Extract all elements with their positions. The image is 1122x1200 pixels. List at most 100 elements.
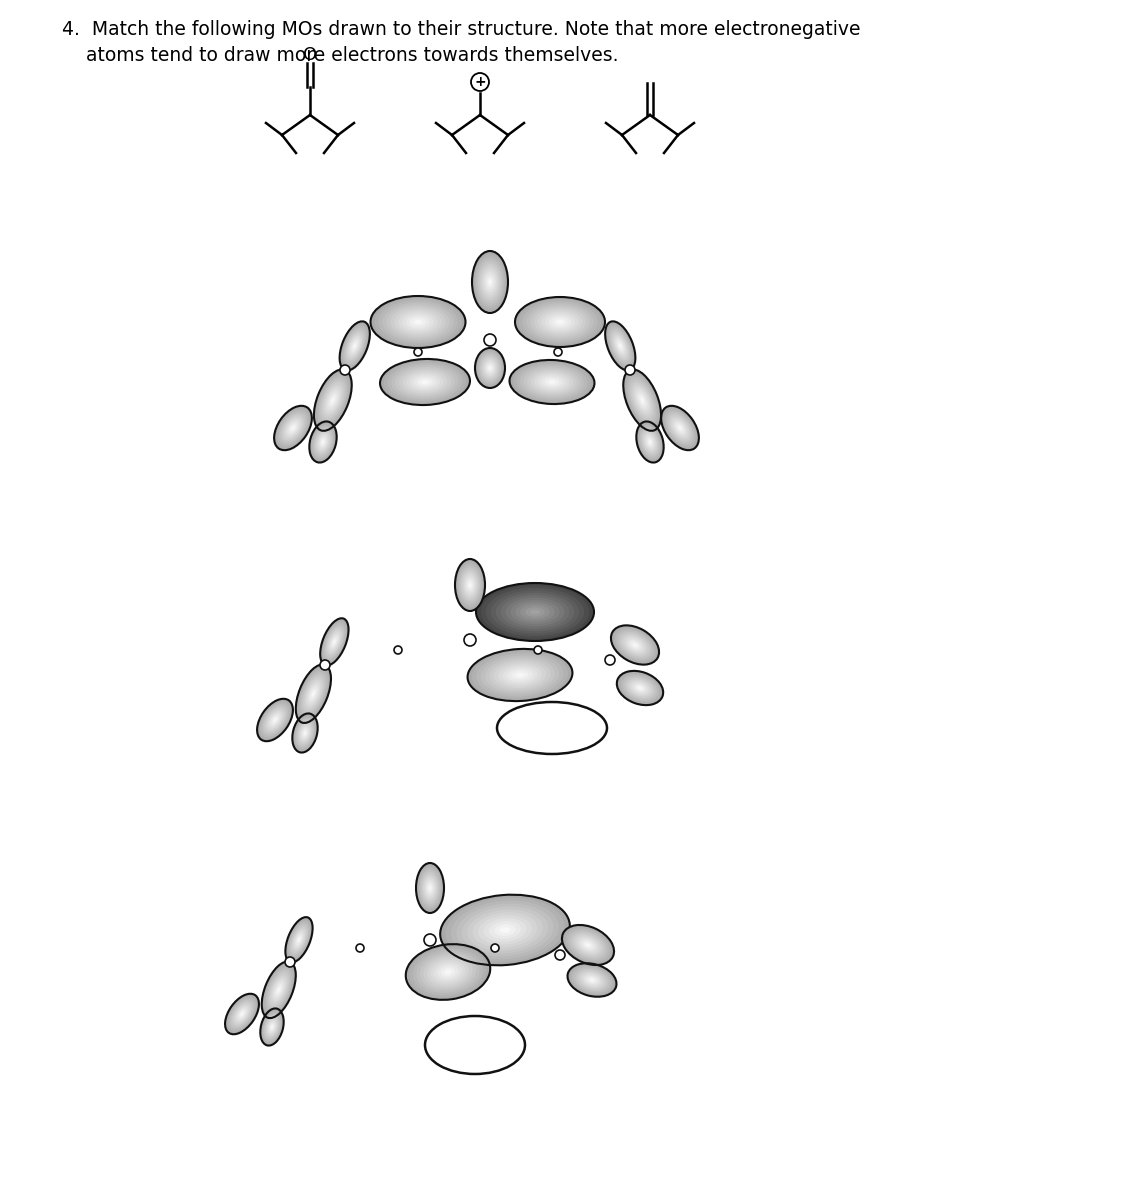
Ellipse shape — [552, 318, 568, 326]
Ellipse shape — [284, 416, 303, 439]
Ellipse shape — [398, 368, 451, 396]
Ellipse shape — [609, 328, 632, 365]
Ellipse shape — [329, 632, 340, 652]
Ellipse shape — [643, 432, 656, 452]
Ellipse shape — [523, 301, 598, 343]
Ellipse shape — [530, 305, 590, 338]
Ellipse shape — [586, 976, 598, 984]
Ellipse shape — [266, 968, 292, 1012]
Ellipse shape — [541, 312, 579, 332]
Ellipse shape — [500, 595, 570, 629]
Ellipse shape — [322, 440, 324, 444]
Ellipse shape — [499, 928, 511, 932]
Ellipse shape — [266, 1018, 278, 1037]
Ellipse shape — [583, 942, 592, 948]
Ellipse shape — [512, 671, 528, 679]
Ellipse shape — [313, 426, 333, 457]
Ellipse shape — [615, 629, 655, 661]
Ellipse shape — [240, 1013, 243, 1015]
Ellipse shape — [293, 714, 318, 752]
Ellipse shape — [459, 565, 481, 605]
Ellipse shape — [263, 1012, 282, 1043]
Ellipse shape — [618, 342, 623, 350]
Ellipse shape — [619, 344, 622, 348]
Ellipse shape — [294, 716, 315, 749]
Ellipse shape — [518, 299, 601, 344]
Ellipse shape — [486, 275, 495, 289]
Ellipse shape — [634, 684, 646, 692]
Ellipse shape — [387, 362, 462, 401]
Ellipse shape — [489, 366, 491, 370]
Ellipse shape — [574, 935, 601, 955]
Ellipse shape — [264, 1015, 279, 1039]
Ellipse shape — [342, 325, 367, 366]
Ellipse shape — [534, 307, 587, 336]
Ellipse shape — [394, 308, 442, 335]
Ellipse shape — [626, 374, 657, 426]
Ellipse shape — [410, 374, 440, 390]
Ellipse shape — [301, 726, 310, 739]
Ellipse shape — [632, 383, 653, 418]
Ellipse shape — [427, 884, 432, 892]
Ellipse shape — [416, 863, 444, 913]
Ellipse shape — [567, 929, 609, 961]
Ellipse shape — [445, 898, 564, 962]
Ellipse shape — [467, 578, 473, 592]
Ellipse shape — [647, 438, 652, 445]
Ellipse shape — [413, 949, 484, 995]
Text: O: O — [303, 46, 318, 64]
Ellipse shape — [511, 600, 560, 624]
Ellipse shape — [625, 677, 655, 700]
Ellipse shape — [625, 637, 645, 653]
Ellipse shape — [324, 624, 344, 660]
Ellipse shape — [321, 620, 348, 664]
Ellipse shape — [451, 900, 559, 960]
Ellipse shape — [641, 397, 644, 403]
Ellipse shape — [306, 682, 321, 706]
Ellipse shape — [545, 313, 574, 330]
Ellipse shape — [285, 419, 301, 437]
Ellipse shape — [291, 926, 307, 953]
Ellipse shape — [260, 702, 289, 738]
Ellipse shape — [232, 1002, 252, 1026]
Ellipse shape — [509, 360, 595, 404]
Ellipse shape — [636, 421, 664, 462]
Ellipse shape — [347, 334, 362, 358]
Ellipse shape — [462, 906, 549, 954]
Ellipse shape — [341, 323, 369, 368]
Ellipse shape — [669, 415, 691, 440]
Ellipse shape — [549, 380, 555, 384]
Ellipse shape — [403, 371, 448, 394]
Ellipse shape — [307, 684, 320, 703]
Ellipse shape — [489, 922, 522, 938]
Ellipse shape — [414, 320, 422, 324]
Ellipse shape — [444, 970, 451, 974]
Ellipse shape — [577, 937, 599, 953]
Ellipse shape — [289, 925, 309, 955]
Ellipse shape — [478, 916, 532, 944]
Ellipse shape — [638, 686, 642, 690]
Ellipse shape — [494, 662, 546, 688]
Ellipse shape — [496, 593, 574, 631]
Ellipse shape — [497, 702, 607, 754]
Ellipse shape — [274, 406, 312, 450]
Ellipse shape — [285, 917, 313, 962]
Ellipse shape — [272, 1026, 273, 1028]
Ellipse shape — [323, 385, 342, 415]
Ellipse shape — [309, 686, 318, 701]
Ellipse shape — [416, 952, 480, 992]
Ellipse shape — [468, 649, 572, 701]
Ellipse shape — [295, 934, 303, 946]
Ellipse shape — [481, 586, 589, 638]
Ellipse shape — [458, 563, 482, 607]
Ellipse shape — [267, 1019, 277, 1034]
Ellipse shape — [340, 322, 370, 371]
Ellipse shape — [350, 337, 360, 354]
Ellipse shape — [482, 358, 497, 378]
Ellipse shape — [679, 426, 681, 430]
Ellipse shape — [268, 1021, 276, 1033]
Ellipse shape — [640, 395, 645, 406]
Ellipse shape — [375, 298, 461, 346]
Ellipse shape — [378, 300, 458, 343]
Text: +: + — [475, 74, 486, 89]
